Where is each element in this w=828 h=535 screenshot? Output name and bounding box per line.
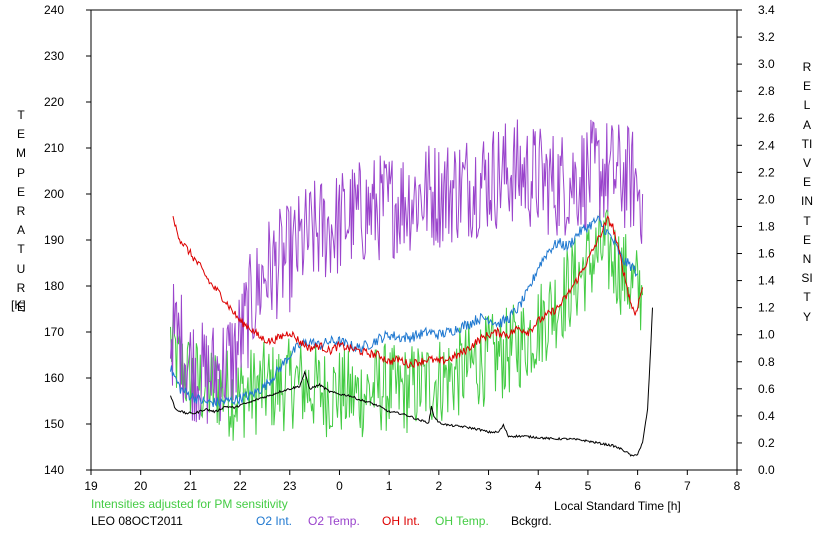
- x-tick-label: 6: [634, 479, 641, 493]
- x-tick-label: 4: [535, 479, 542, 493]
- x-tick-label: 1: [386, 479, 393, 493]
- x-axis-label: Local Standard Time [h]: [554, 499, 681, 513]
- right-tick-label: 1.4: [758, 274, 775, 288]
- x-tick-label: 7: [684, 479, 691, 493]
- x-tick-label: 22: [233, 479, 247, 493]
- x-tick-label: 3: [485, 479, 492, 493]
- right-tick-label: 1.2: [758, 301, 775, 315]
- right-tick-label: 2.4: [758, 138, 775, 152]
- right-tick-label: 3.0: [758, 57, 775, 71]
- left-tick-label: 160: [44, 371, 64, 385]
- right-tick-label: 1.8: [758, 219, 775, 233]
- left-tick-label: 180: [44, 279, 64, 293]
- left-tick-label: 140: [44, 463, 64, 477]
- left-tick-label: 210: [44, 141, 64, 155]
- x-tick-label: 21: [184, 479, 198, 493]
- series-line-oh-int: [172, 215, 644, 369]
- left-tick-label: 150: [44, 417, 64, 431]
- series-line-o2-int: [170, 215, 638, 408]
- series-line-o2-temp: [170, 119, 644, 424]
- x-tick-label: 0: [336, 479, 343, 493]
- x-tick-label: 8: [734, 479, 741, 493]
- left-axis: 140 150 160 170 180 190 200 210 220 230 240: [44, 3, 91, 477]
- right-tick-label: 3.2: [758, 30, 775, 44]
- plot-border: [90, 9, 738, 471]
- left-tick-label: 230: [44, 49, 64, 63]
- note-text: Intensities adjusted for PM sensitivity: [91, 497, 288, 511]
- x-tick-label: 23: [283, 479, 297, 493]
- legend-bckgrd: Bckgrd.: [511, 514, 552, 528]
- right-tick-label: 0.8: [758, 355, 775, 369]
- right-tick-label: 0.6: [758, 382, 775, 396]
- right-axis-label: RELATIVE INTENSITY: [801, 60, 815, 324]
- right-tick-label: 0.0: [758, 463, 775, 477]
- left-tick-label: 170: [44, 325, 64, 339]
- x-tick-label: 20: [134, 479, 148, 493]
- legend-oh-temp: OH Temp.: [435, 514, 489, 528]
- right-tick-label: 2.6: [758, 111, 775, 125]
- legend-o2-int: O2 Int.: [256, 514, 293, 528]
- right-tick-label: 2.0: [758, 192, 775, 206]
- left-axis-unit: [K]: [11, 298, 26, 312]
- x-tick-label: 5: [585, 479, 592, 493]
- right-tick-label: 2.2: [758, 165, 775, 179]
- plot-frame: [90, 9, 738, 471]
- right-tick-label: 2.8: [758, 84, 775, 98]
- legend-o2-temp: O2 Temp.: [308, 514, 360, 528]
- right-tick-label: 3.4: [758, 3, 775, 17]
- series-line-oh-temp: [170, 209, 644, 441]
- x-axis: 19 20 21 22 23 0 1 2 3 4 5 6 7 8: [84, 470, 741, 493]
- left-tick-label: 200: [44, 187, 64, 201]
- x-tick-label: 2: [436, 479, 443, 493]
- left-tick-label: 240: [44, 3, 64, 17]
- right-tick-label: 0.2: [758, 436, 775, 450]
- right-tick-label: 1.6: [758, 247, 775, 261]
- series-layer: [170, 119, 653, 457]
- right-tick-label: 0.4: [758, 409, 775, 423]
- right-tick-label: 1.0: [758, 328, 775, 342]
- series-line-bckgrd: [170, 307, 653, 457]
- left-tick-label: 190: [44, 233, 64, 247]
- legend-oh-int: OH Int.: [382, 514, 421, 528]
- x-tick-label: 19: [84, 479, 98, 493]
- station-label: LEO 08OCT2011: [91, 514, 183, 528]
- left-axis-label: TEMPERATURE: [16, 108, 26, 315]
- right-axis: 0.0 0.2 0.4 0.6 0.8 1.0 1.2 1.4 1.6 1.8 2.0 2.2 2.4 2…: [737, 3, 775, 477]
- left-tick-label: 220: [44, 95, 64, 109]
